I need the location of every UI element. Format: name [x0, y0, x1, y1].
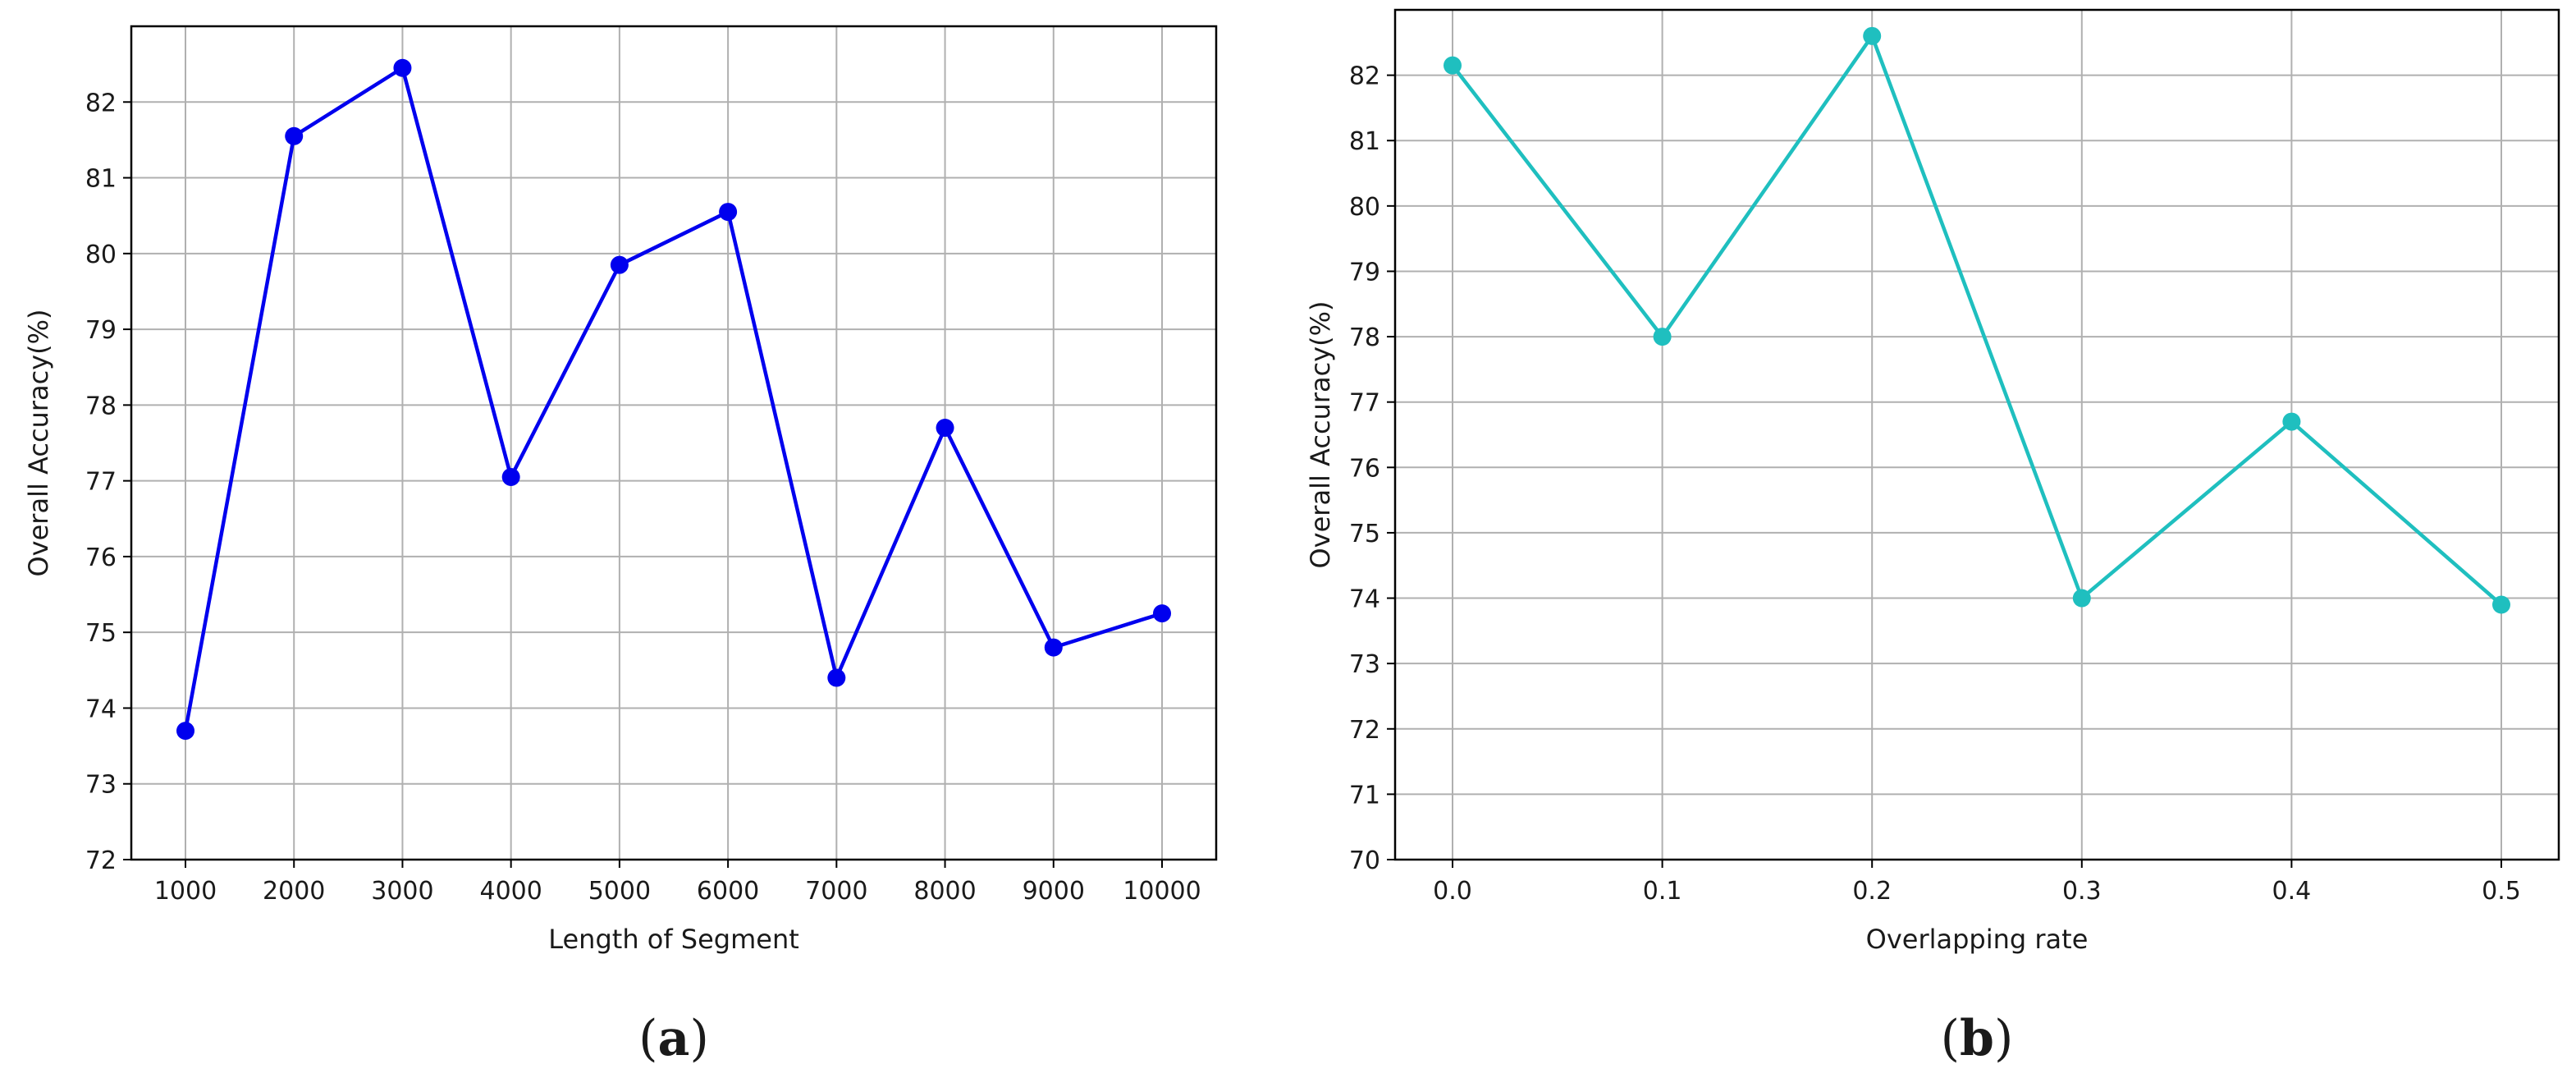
- y-axis-label: Overall Accuracy(%): [23, 310, 54, 577]
- y-tick-label: 77: [1349, 389, 1380, 418]
- data-point: [2492, 595, 2510, 614]
- y-tick-label: 72: [85, 846, 117, 875]
- x-axis-label: Overlapping rate: [1866, 924, 2089, 955]
- x-tick-label: 0.4: [2272, 877, 2312, 906]
- data-point: [827, 668, 846, 687]
- data-point: [1444, 56, 1462, 75]
- data-point: [2282, 412, 2301, 431]
- series-line: [183, 66, 1163, 732]
- panel-label: (a): [638, 1010, 709, 1067]
- y-tick-label: 82: [85, 89, 117, 117]
- data-point: [719, 203, 738, 222]
- y-tick-label: 70: [1349, 846, 1380, 875]
- y-tick-label: 74: [85, 695, 117, 723]
- x-tick-label: 0.5: [2482, 877, 2521, 906]
- y-tick-label: 78: [1349, 323, 1380, 352]
- x-tick-label: 7000: [805, 877, 867, 906]
- y-tick-label: 76: [85, 544, 117, 572]
- chart-b: 0.0 0.1 0.2 0.3 0.4 0.5 70 71 72 73 74 75 76 77 78 79 80…: [1305, 8, 2560, 1067]
- y-tick-label: 77: [85, 468, 117, 497]
- x-tick-label: 0.1: [1643, 877, 1682, 906]
- data-point: [501, 468, 520, 487]
- series-line: [1451, 34, 2503, 607]
- data-point: [936, 419, 954, 438]
- x-tick-label: 0.2: [1852, 877, 1892, 906]
- y-tick-label: 79: [1349, 258, 1380, 287]
- y-tick-label: 79: [85, 316, 117, 345]
- x-axis-label: Length of Segment: [548, 924, 799, 955]
- y-tick-label: 78: [85, 392, 117, 420]
- y-tick-label: 71: [1349, 781, 1380, 810]
- x-tick-label: 0.3: [2062, 877, 2102, 906]
- data-point: [2072, 589, 2091, 608]
- y-tick-label: 81: [85, 165, 117, 194]
- data-point: [610, 255, 629, 274]
- y-tick-label: 75: [85, 619, 117, 648]
- data-point: [1153, 604, 1171, 623]
- x-tick-label: 8000: [913, 877, 976, 906]
- data-point: [176, 722, 194, 741]
- data-point: [285, 126, 304, 145]
- plot-frame: [1393, 8, 2560, 861]
- y-tick-label: 81: [1349, 127, 1380, 156]
- chart-a: 1000 2000 3000 4000 5000 6000 7000 8000 9000 1000…: [23, 25, 1218, 1067]
- y-tick-label: 80: [1349, 193, 1380, 222]
- y-axis-label: Overall Accuracy(%): [1305, 301, 1336, 569]
- x-tick-label: 5000: [588, 877, 651, 906]
- data-point: [1863, 26, 1882, 45]
- x-tick-label: 9000: [1023, 877, 1085, 906]
- x-tick-label: 4000: [479, 877, 542, 906]
- y-tick-label: 75: [1349, 520, 1380, 548]
- y-tick-label: 74: [1349, 585, 1380, 614]
- x-tick-label: 1000: [154, 877, 217, 906]
- data-point: [393, 58, 412, 77]
- x-tick-label: 10000: [1123, 877, 1201, 906]
- y-tick-label: 80: [85, 241, 117, 269]
- y-tick-label: 76: [1349, 454, 1380, 483]
- x-tick-label: 6000: [697, 877, 759, 906]
- plot-frame: [130, 25, 1218, 861]
- data-point: [1653, 328, 1672, 346]
- y-tick-label: 73: [1349, 650, 1380, 679]
- y-tick-label: 73: [85, 771, 117, 800]
- x-tick-label: 0.0: [1433, 877, 1472, 906]
- y-tick-label: 72: [1349, 716, 1380, 745]
- panel-label: (b): [1941, 1010, 2014, 1067]
- y-tick-label: 82: [1349, 62, 1380, 91]
- x-tick-label: 2000: [263, 877, 325, 906]
- x-tick-label: 3000: [371, 877, 433, 906]
- data-point: [1044, 638, 1063, 657]
